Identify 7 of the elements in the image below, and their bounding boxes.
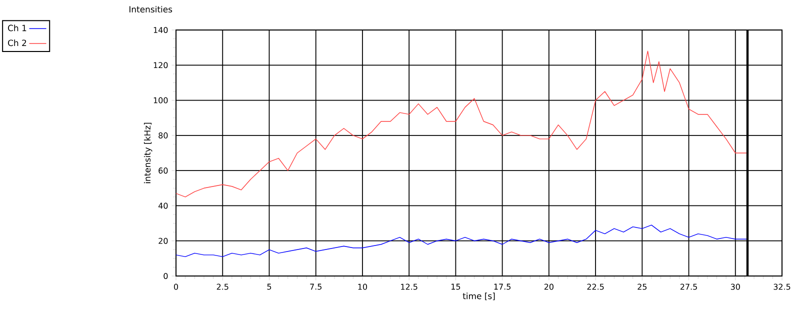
y-axis-title: intensity [kHz] (144, 122, 152, 184)
x-axis-title: time [s] (462, 292, 495, 300)
line-series (176, 224, 747, 258)
line-series (176, 50, 747, 198)
chart-title: Intensities (129, 6, 172, 13)
legend-label: Ch 2 (8, 40, 26, 46)
legend-label: Ch 1 (8, 24, 26, 32)
